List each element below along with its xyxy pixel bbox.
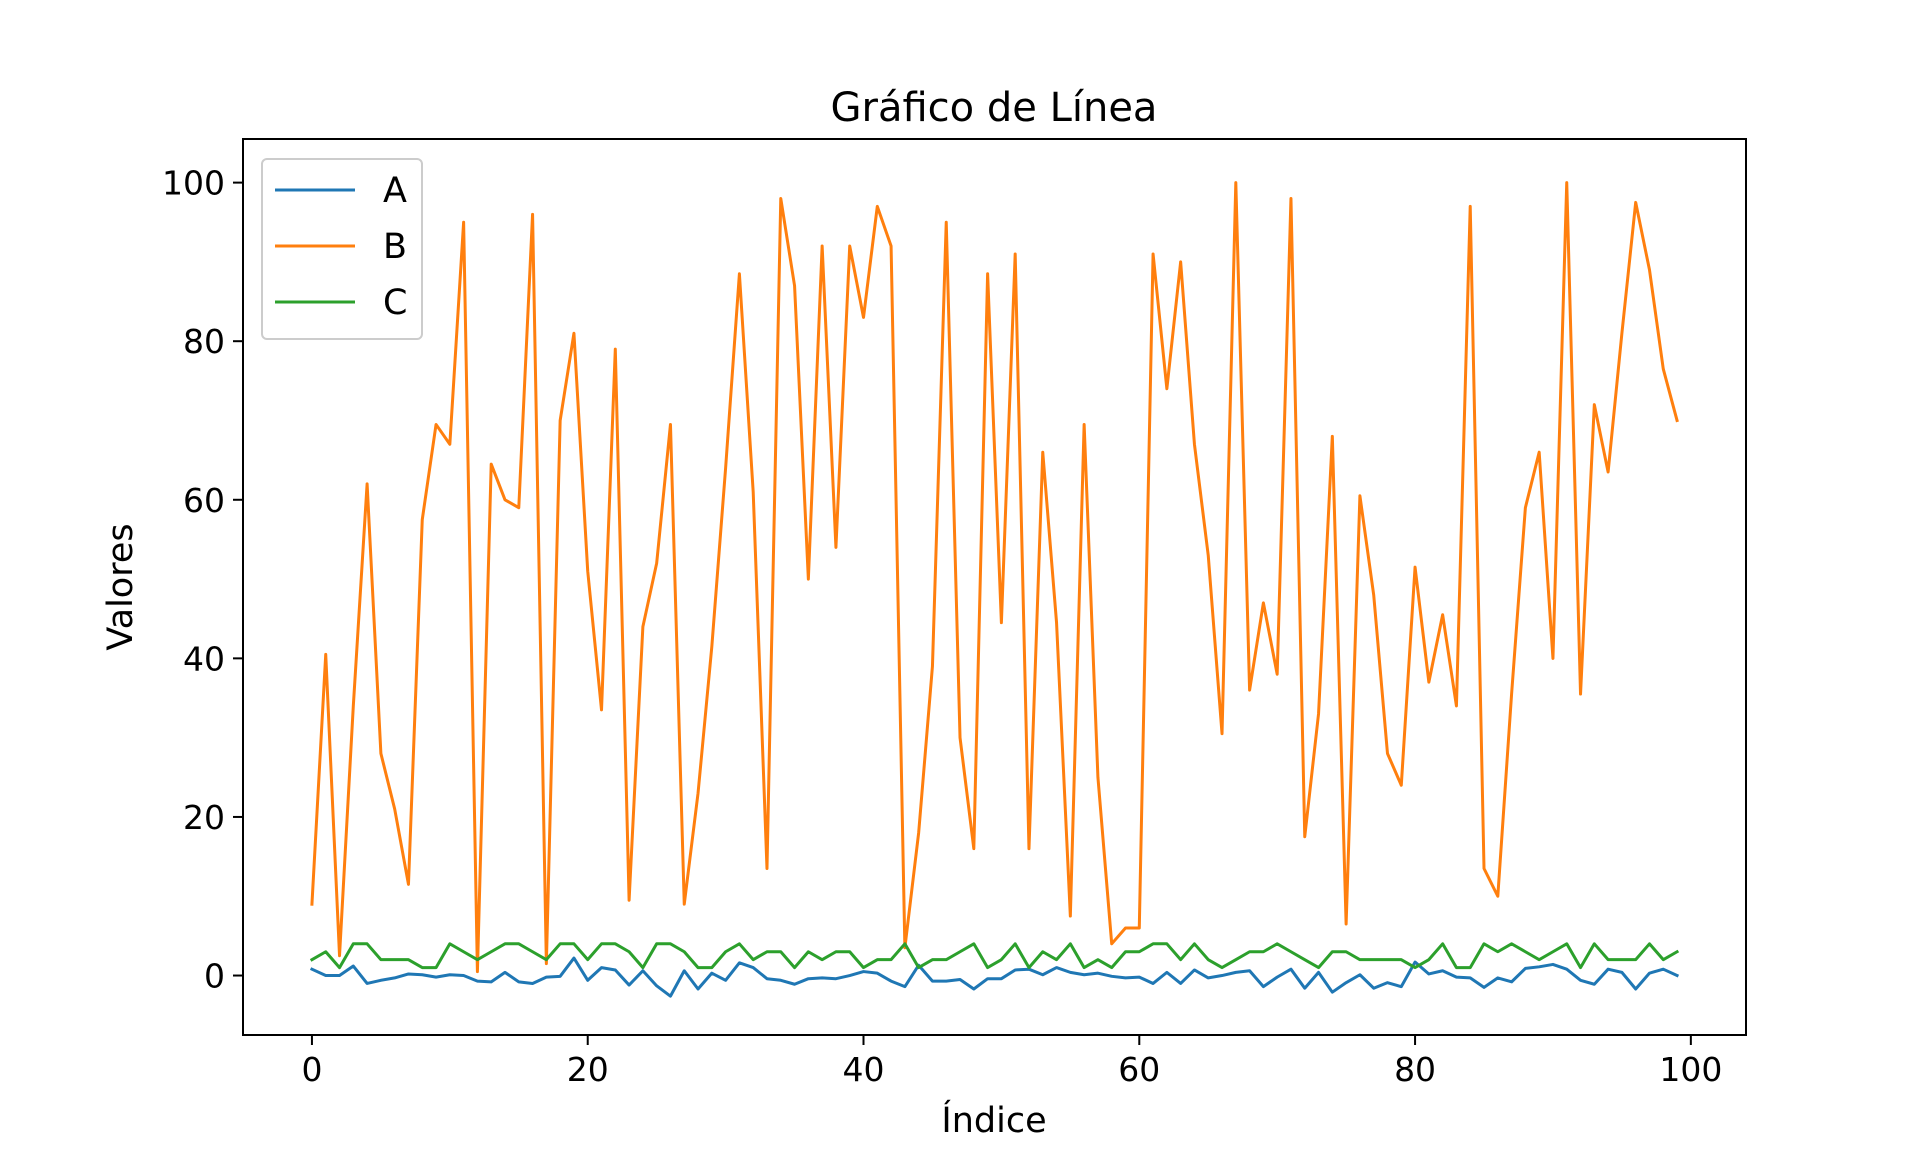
x-tick-label: 100 bbox=[1659, 1050, 1722, 1089]
x-tick-label: 20 bbox=[567, 1050, 609, 1089]
series-line-a bbox=[309, 956, 1680, 998]
y-tick-label: 20 bbox=[183, 798, 225, 837]
legend-box bbox=[261, 158, 423, 340]
series-line-b bbox=[310, 181, 1679, 974]
x-tick-label: 0 bbox=[301, 1050, 322, 1089]
x-axis-label: Índice bbox=[941, 1099, 1046, 1141]
y-tick-label: 60 bbox=[183, 481, 225, 520]
plot-lines bbox=[309, 181, 1680, 998]
y-tick-label: 80 bbox=[183, 322, 225, 361]
axes-frame bbox=[242, 138, 1747, 1036]
legend: ABC bbox=[261, 158, 423, 340]
series-line-c bbox=[309, 942, 1680, 970]
x-axis-ticks: 0 20 40 60 80 100 bbox=[301, 1035, 1722, 1089]
y-tick-label: 0 bbox=[204, 957, 225, 996]
x-tick-label: 80 bbox=[1394, 1050, 1436, 1089]
y-axis-ticks: 0 20 40 60 80 100 bbox=[162, 164, 243, 996]
x-tick-label: 60 bbox=[1118, 1050, 1160, 1089]
y-axis-label: Valores bbox=[101, 523, 141, 650]
chart-title: Gráfico de Línea bbox=[831, 85, 1158, 131]
y-tick-label: 40 bbox=[183, 639, 225, 678]
legend-label-b: B bbox=[383, 227, 407, 267]
y-tick-label: 100 bbox=[162, 164, 225, 203]
legend-label-a: A bbox=[383, 171, 407, 211]
x-tick-label: 40 bbox=[843, 1050, 885, 1089]
legend-label-c: C bbox=[383, 283, 407, 323]
